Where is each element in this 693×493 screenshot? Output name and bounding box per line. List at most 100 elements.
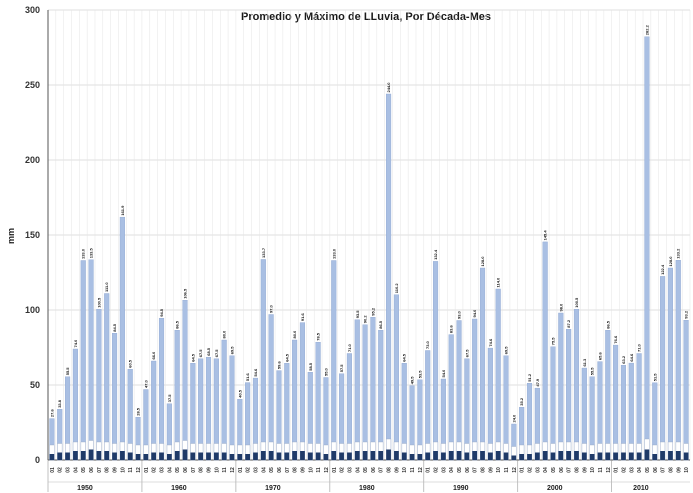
bar-max-49 — [433, 261, 439, 461]
bar-max-14 — [158, 318, 165, 461]
x-tick-label-5: 06 — [89, 467, 95, 473]
data-label-7: 111.0 — [104, 282, 109, 292]
data-label-64: 75.5 — [550, 337, 555, 346]
x-tick-label-70: 11 — [598, 467, 604, 473]
data-label-72: 76.6 — [613, 335, 618, 344]
bar-max-9 — [119, 216, 125, 461]
bar-min-68 — [581, 452, 587, 460]
bar-min-79 — [668, 451, 673, 460]
y-tick-label-5: 250 — [25, 80, 40, 90]
bar-max-36 — [331, 260, 337, 461]
x-tick-label-42: 07 — [379, 467, 385, 473]
bar-min-77 — [652, 454, 658, 460]
data-label-77: 51.5 — [652, 373, 657, 382]
bar-max-54 — [472, 318, 478, 461]
x-tick-label-8: 09 — [113, 467, 119, 473]
bar-min-30 — [284, 452, 290, 460]
x-tick-label-54: 07 — [473, 467, 479, 473]
data-label-17: 106.5 — [183, 288, 188, 299]
x-tick-label-20: 09 — [207, 467, 213, 473]
bar-min-47 — [417, 454, 423, 460]
bar-min-69 — [589, 454, 595, 460]
x-tick-label-18: 07 — [191, 467, 197, 473]
data-label-78: 122.4 — [660, 264, 665, 275]
bar-max-16 — [174, 330, 180, 461]
data-label-21: 67.5 — [214, 349, 219, 358]
data-label-49: 132.4 — [433, 249, 438, 260]
data-label-4: 133.0 — [81, 248, 86, 259]
decade-label-1: 1960 — [171, 485, 187, 492]
bar-min-17 — [182, 449, 188, 460]
bar-min-60 — [519, 454, 525, 460]
x-tick-label-69: 10 — [590, 467, 596, 473]
bar-min-13 — [151, 452, 157, 460]
data-label-59: 24.0 — [511, 414, 516, 423]
decade-labels: 1950 1960 1970 1980 1990 2000 2010 — [47, 460, 690, 492]
data-label-66: 87.2 — [566, 319, 571, 328]
bar-max-81 — [683, 320, 689, 461]
x-tick-label-38: 03 — [347, 467, 353, 473]
bar-min-73 — [621, 452, 626, 460]
bar-min-23 — [229, 454, 235, 460]
data-label-43: 244.0 — [386, 82, 391, 93]
bar-min-26 — [253, 452, 258, 460]
x-tick-label-23: 12 — [230, 467, 236, 473]
data-label-39: 93.5 — [355, 310, 360, 319]
bar-min-2 — [65, 452, 70, 460]
x-tick-label-10: 11 — [128, 467, 134, 473]
bar-min-27 — [260, 451, 266, 460]
data-label-48: 73.0 — [425, 340, 430, 349]
x-tick-label-34: 11 — [316, 467, 322, 473]
data-label-75: 71.0 — [637, 343, 642, 352]
bar-min-29 — [276, 452, 282, 460]
x-tick-label-28: 05 — [269, 467, 275, 473]
data-label-69: 55.5 — [590, 367, 595, 376]
x-tick-label-50: 03 — [441, 467, 447, 473]
data-label-56: 74.6 — [488, 338, 493, 347]
x-tick-label-1: 02 — [58, 467, 64, 473]
bar-max-57 — [495, 288, 501, 461]
bar-min-4 — [80, 451, 86, 460]
bar-max-65 — [558, 312, 564, 461]
bar-min-56 — [488, 452, 493, 460]
data-label-44: 110.2 — [394, 283, 399, 294]
data-label-35: 55.0 — [323, 367, 328, 376]
data-label-73: 63.2 — [621, 355, 626, 364]
x-tick-label-31: 08 — [293, 467, 299, 473]
grid — [47, 9, 691, 461]
x-tick-label-27: 04 — [261, 467, 267, 473]
x-tick-label-32: 09 — [300, 467, 306, 473]
data-label-14: 94.5 — [159, 308, 164, 317]
x-tick-label-26: 03 — [253, 467, 259, 473]
bar-min-74 — [628, 452, 634, 460]
bar-min-39 — [354, 451, 360, 460]
bar-min-70 — [597, 452, 603, 460]
y-tick-label-4: 200 — [25, 155, 40, 165]
x-tick-label-15: 04 — [167, 467, 173, 473]
x-tick-label-67: 08 — [574, 467, 580, 473]
bar-min-43 — [386, 449, 391, 460]
data-label-47: 53.5 — [417, 370, 422, 379]
x-tick-label-56: 09 — [488, 467, 494, 473]
data-label-46: 49.5 — [410, 376, 415, 385]
bar-min-38 — [347, 452, 352, 460]
x-tick-label-13: 02 — [152, 467, 158, 473]
x-tick-label-79: 08 — [668, 467, 674, 473]
bar-min-28 — [268, 451, 274, 460]
bar-min-61 — [527, 454, 532, 460]
bar-min-9 — [120, 451, 125, 460]
data-label-24: 40.5 — [237, 389, 242, 398]
bar-min-44 — [394, 451, 399, 460]
data-label-30: 64.5 — [284, 353, 289, 362]
data-label-41: 95.2 — [370, 307, 375, 316]
data-label-1: 33.8 — [57, 399, 62, 408]
decade-label-5: 2000 — [547, 485, 563, 492]
bar-min-65 — [558, 451, 564, 460]
x-tick-label-36: 01 — [332, 467, 338, 473]
bar-min-16 — [174, 451, 180, 460]
bar-min-72 — [613, 452, 618, 460]
data-label-11: 28.5 — [136, 407, 141, 416]
x-tick-label-81: 10 — [684, 467, 690, 473]
bar-max-5 — [88, 259, 94, 461]
